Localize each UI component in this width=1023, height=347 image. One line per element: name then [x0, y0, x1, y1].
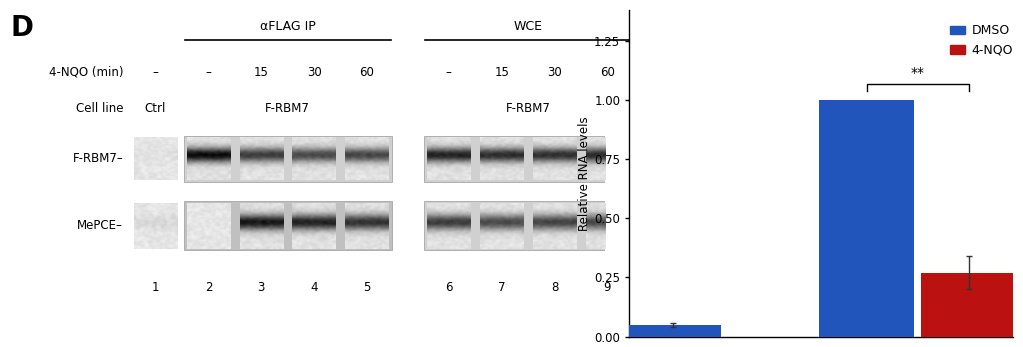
Text: 9: 9 — [604, 281, 611, 294]
Text: 6: 6 — [445, 281, 452, 294]
Text: **: ** — [910, 66, 925, 80]
Text: 30: 30 — [547, 66, 562, 79]
Text: 30: 30 — [307, 66, 321, 79]
Text: –: – — [446, 66, 452, 79]
Text: 7: 7 — [498, 281, 505, 294]
Bar — [184, 201, 392, 250]
Text: D: D — [10, 14, 33, 42]
Bar — [819, 100, 915, 337]
Text: 3: 3 — [258, 281, 265, 294]
Text: 4: 4 — [310, 281, 318, 294]
Text: MePCE–: MePCE– — [78, 219, 123, 232]
Text: –: – — [206, 66, 212, 79]
Bar — [425, 136, 632, 182]
Bar — [626, 325, 721, 337]
Bar — [425, 201, 632, 250]
Bar — [184, 136, 392, 182]
Text: F-RBM7: F-RBM7 — [265, 102, 310, 115]
Text: WCE: WCE — [514, 20, 542, 33]
Text: αFLAG IP: αFLAG IP — [260, 20, 315, 33]
Legend: DMSO, 4-NQO: DMSO, 4-NQO — [949, 23, 1014, 58]
Text: 5: 5 — [363, 281, 370, 294]
Text: 8: 8 — [550, 281, 559, 294]
Text: F-RBM7–: F-RBM7– — [73, 152, 123, 165]
Text: 4-NQO (min): 4-NQO (min) — [49, 66, 123, 79]
Text: F-RBM7: F-RBM7 — [505, 102, 550, 115]
Y-axis label: Relative RNA levels: Relative RNA levels — [578, 116, 591, 231]
Text: 15: 15 — [494, 66, 509, 79]
Text: Ctrl: Ctrl — [145, 102, 167, 115]
Text: 60: 60 — [599, 66, 615, 79]
Text: –: – — [152, 66, 159, 79]
Text: 60: 60 — [359, 66, 374, 79]
Text: 1: 1 — [151, 281, 160, 294]
Text: 15: 15 — [254, 66, 269, 79]
Text: 2: 2 — [205, 281, 212, 294]
Text: Cell line: Cell line — [76, 102, 123, 115]
Bar — [921, 273, 1016, 337]
